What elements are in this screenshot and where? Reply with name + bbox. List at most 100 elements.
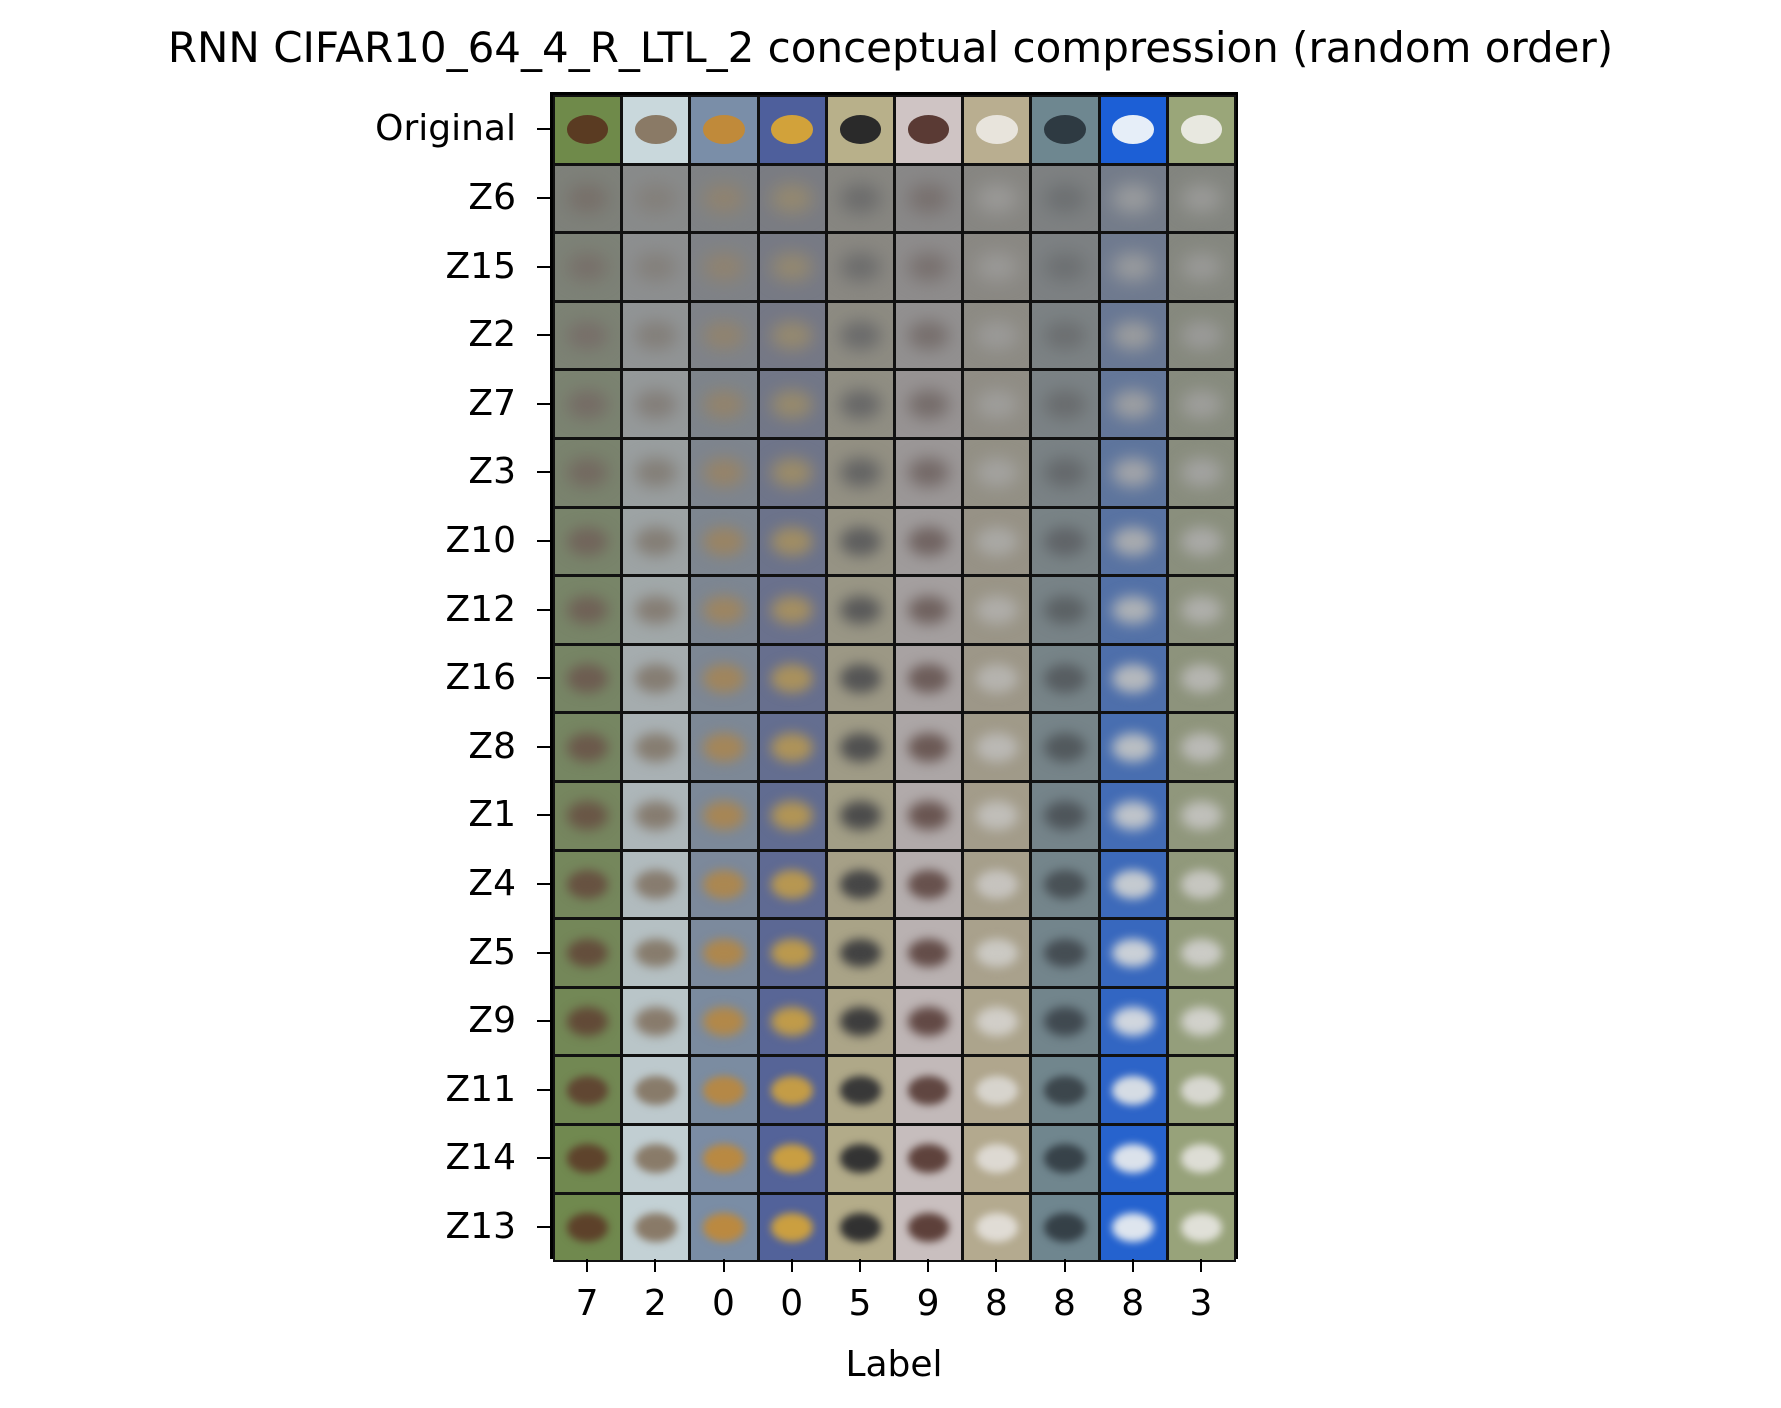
grid-cell-content — [839, 732, 882, 762]
grid-cell-content — [771, 1144, 814, 1174]
grid-cell — [621, 95, 691, 165]
grid-cell — [757, 781, 827, 851]
x-tick — [858, 1259, 861, 1272]
grid-cell-content — [1112, 252, 1155, 282]
grid-cell-content — [1044, 732, 1086, 762]
grid-cell — [1098, 1055, 1168, 1125]
grid-cell — [825, 781, 895, 851]
x-tick — [722, 1259, 725, 1272]
grid-cell — [962, 575, 1032, 645]
grid-cell-content — [1044, 938, 1086, 968]
grid-cell — [1030, 643, 1100, 714]
grid-cell-content — [703, 458, 745, 488]
grid-cell — [553, 986, 623, 1057]
grid-cell-content — [975, 389, 1018, 419]
grid-cell — [1098, 506, 1168, 577]
y-tick-label: Z12 — [445, 588, 516, 630]
grid-cell — [757, 712, 827, 782]
grid-cell — [962, 1192, 1032, 1263]
y-tick — [537, 677, 550, 680]
grid-cell — [894, 95, 964, 165]
grid-cell — [621, 369, 691, 439]
grid-cell-content — [907, 595, 950, 625]
grid-cell — [825, 438, 895, 508]
grid-cell-content — [975, 183, 1018, 213]
grid-cell-content — [1180, 595, 1223, 625]
grid-cell — [621, 781, 691, 851]
grid-cell-content — [1044, 869, 1086, 899]
grid-cell — [553, 300, 623, 371]
grid-cell-content — [1044, 183, 1086, 213]
grid-cell-content — [771, 732, 814, 762]
grid-cell-content — [771, 1212, 814, 1242]
grid-cell-content — [703, 389, 745, 419]
x-tick — [995, 1259, 998, 1272]
grid-cell-content — [839, 458, 882, 488]
grid-cell — [962, 300, 1032, 371]
grid-cell-content — [839, 1007, 882, 1037]
grid-cell — [962, 712, 1032, 782]
grid-cell-content — [703, 732, 745, 762]
grid-cell-content — [1112, 1007, 1155, 1037]
grid-cell — [757, 1124, 827, 1194]
grid-cell-content — [634, 869, 677, 899]
grid-cell — [825, 849, 895, 920]
grid-cell — [689, 232, 759, 302]
grid-cell — [621, 300, 691, 371]
grid-cell-content — [1112, 183, 1155, 213]
grid-cell-content — [975, 664, 1018, 694]
y-tick-label: Z13 — [445, 1205, 516, 1247]
x-tick-label: 0 — [780, 1283, 804, 1324]
grid-cell-content — [1112, 1075, 1155, 1105]
grid-cell-content — [1112, 1144, 1155, 1174]
grid-cell — [1166, 986, 1236, 1057]
grid-cell-content — [634, 321, 677, 351]
grid-cell — [825, 506, 895, 577]
grid-cell — [1166, 232, 1236, 302]
grid-cell-content — [1112, 801, 1155, 831]
x-tick-label: 8 — [984, 1283, 1008, 1324]
grid-cell-content — [839, 183, 882, 213]
y-tick — [537, 745, 550, 748]
y-tick-label: Z15 — [445, 245, 516, 287]
grid-cell — [894, 1192, 964, 1263]
grid-cell-content — [1180, 389, 1223, 419]
grid-cell-content — [703, 664, 745, 694]
grid-cell — [757, 300, 827, 371]
grid-cell-content — [839, 938, 882, 968]
grid-cell-content — [1180, 801, 1223, 831]
grid-cell-content — [839, 252, 882, 282]
grid-cell-content — [634, 1075, 677, 1105]
grid-cell — [1030, 712, 1100, 782]
grid-cell — [1098, 1124, 1168, 1194]
y-tick — [537, 1088, 550, 1091]
grid-cell-content — [771, 801, 814, 831]
grid-cell-content — [907, 115, 950, 145]
grid-cell-content — [975, 1144, 1018, 1174]
grid-cell — [757, 163, 827, 234]
grid-cell — [1030, 163, 1100, 234]
grid-cell-content — [1044, 252, 1086, 282]
grid-cell-content — [566, 1075, 609, 1105]
grid-cell — [621, 986, 691, 1057]
grid-cell-content — [1112, 732, 1155, 762]
grid-cell — [553, 712, 623, 782]
grid-cell — [621, 232, 691, 302]
grid-cell-content — [771, 115, 814, 145]
grid-cell-content — [566, 1212, 609, 1242]
grid-cell-content — [975, 458, 1018, 488]
grid-cell-content — [1180, 183, 1223, 213]
grid-cell-content — [1044, 389, 1086, 419]
y-tick — [537, 951, 550, 954]
y-tick-label: Original — [375, 108, 516, 150]
grid-cell-content — [1044, 458, 1086, 488]
grid-cell-content — [634, 115, 677, 145]
grid-cell-content — [634, 1212, 677, 1242]
x-tick-label: 8 — [1121, 1283, 1145, 1324]
y-tick-label: Z9 — [468, 1000, 516, 1042]
grid-cell-content — [1112, 869, 1155, 899]
grid-cell-content — [839, 664, 882, 694]
grid-cell-content — [975, 1007, 1018, 1037]
grid-cell-content — [1180, 1007, 1223, 1037]
grid-cell — [1098, 712, 1168, 782]
